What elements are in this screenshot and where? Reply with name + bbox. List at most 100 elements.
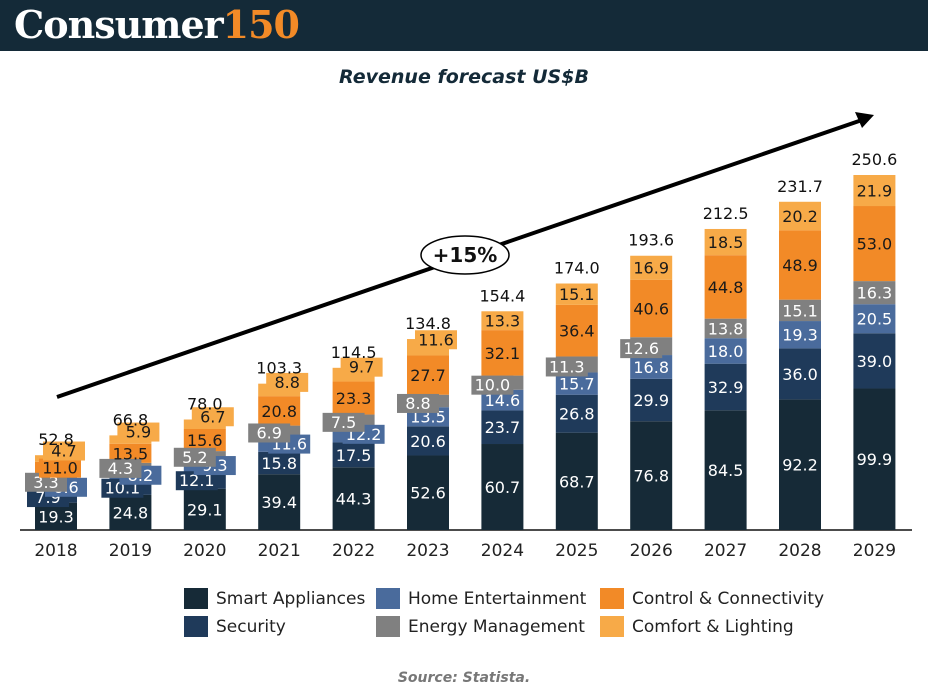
segment-value-label: 13.5 [113, 444, 149, 463]
label-background [191, 407, 234, 427]
bar-segment [258, 451, 301, 475]
segment-value-label: 99.9 [857, 450, 893, 469]
segment-value-label: 8.8 [405, 394, 430, 413]
bar-segment [853, 388, 896, 530]
bar-segment [407, 355, 449, 395]
bar-segment [35, 502, 77, 530]
segment-value-label: 44.8 [708, 278, 744, 297]
segment-value-label: 27.7 [410, 366, 446, 385]
segment-value-label: 7.5 [331, 413, 356, 432]
segment-value-label: 24.8 [113, 503, 149, 522]
label-background [39, 458, 81, 478]
legend-label: Control & Connectivity [632, 588, 825, 609]
segment-value-label: 13.8 [708, 319, 744, 338]
segment-value-label: 60.7 [485, 478, 521, 497]
segment-value-label: 23.7 [485, 418, 521, 437]
bar-segment [332, 381, 375, 415]
label-background [415, 330, 457, 350]
legend-swatch [376, 616, 400, 637]
x-tick-label: 2019 [109, 541, 152, 561]
bar-segment [481, 410, 524, 445]
legend-label: Energy Management [408, 616, 585, 637]
segment-value-label: 6.7 [200, 407, 225, 426]
total-value-label: 134.8 [405, 314, 451, 333]
bar-segment [704, 338, 747, 364]
segment-value-label: 39.0 [857, 352, 893, 371]
legend-swatch [184, 616, 208, 637]
x-tick-label: 2025 [555, 541, 598, 561]
label-background [322, 412, 365, 432]
segment-value-label: 26.8 [559, 405, 595, 424]
segment-value-label: 10.0 [475, 376, 511, 395]
segment-value-label: 5.9 [126, 423, 151, 442]
bar-segment [630, 279, 673, 338]
bar-segment [258, 396, 301, 426]
segment-value-label: 44.3 [336, 490, 372, 509]
total-value-label: 250.6 [851, 150, 897, 169]
bar-segment [704, 318, 747, 339]
x-tick-label: 2028 [778, 541, 821, 561]
bar-segment [630, 355, 673, 379]
source-note: Source: Statista. [397, 670, 531, 686]
x-tick-label: 2022 [332, 541, 375, 561]
segment-value-label: 15.1 [559, 285, 595, 304]
legend-label: Comfort & Lighting [632, 616, 794, 637]
bar-segment [109, 443, 152, 463]
legend-item: Comfort & Lighting [600, 616, 794, 637]
segment-value-label: 39.4 [261, 493, 297, 512]
label-background [175, 471, 218, 491]
bar-segment [853, 175, 896, 207]
segment-value-label: 6.9 [256, 423, 281, 442]
total-value-label: 193.6 [628, 231, 674, 250]
bar-segment [779, 201, 821, 231]
bar-segment [183, 488, 226, 530]
segment-value-label: 20.5 [857, 310, 893, 329]
segment-value-label: 15.6 [187, 431, 223, 450]
bar-segment [704, 363, 747, 411]
bar-segment [630, 255, 673, 280]
bar-segment [332, 442, 375, 468]
legend-item: Home Entertainment [376, 588, 586, 609]
legend-label: Smart Appliances [216, 588, 366, 609]
x-tick-label: 2021 [258, 541, 301, 561]
bar-segment [704, 228, 747, 256]
label-background [620, 339, 663, 359]
segment-value-label: 40.6 [633, 299, 669, 318]
bar-segment [109, 494, 152, 530]
bar-segment [407, 455, 449, 530]
bar-segment [332, 467, 375, 530]
segment-value-label: 53.0 [857, 235, 893, 254]
bar-segment [630, 421, 673, 530]
bar-segment [258, 474, 301, 530]
legend-swatch [600, 616, 624, 637]
bar-segment [853, 206, 896, 282]
segment-value-label: 14.6 [485, 391, 521, 410]
segment-value-label: 21.9 [857, 182, 893, 201]
total-value-label: 231.7 [777, 177, 823, 196]
segment-value-label: 11.6 [418, 330, 454, 349]
label-background [397, 393, 439, 413]
header-bar: Consumer150 [0, 0, 928, 51]
segment-value-label: 32.1 [485, 344, 521, 363]
legend-item: Energy Management [376, 616, 585, 637]
legend-label: Home Entertainment [408, 588, 587, 609]
segment-value-label: 20.6 [410, 432, 446, 451]
bar-segment [555, 372, 598, 395]
segment-value-label: 52.6 [410, 484, 446, 503]
label-background [43, 441, 85, 461]
bar-segment [853, 304, 896, 334]
segment-value-label: 11.0 [42, 459, 78, 478]
segment-value-label: 68.7 [559, 472, 595, 491]
bar-segment [779, 230, 821, 300]
bar-segment [481, 389, 524, 411]
segment-value-label: 16.8 [633, 358, 669, 377]
segment-value-label: 15.8 [261, 454, 297, 473]
segment-value-label: 36.0 [782, 365, 818, 384]
logo-text: Consumer [14, 2, 224, 47]
x-tick-label: 2018 [34, 541, 77, 561]
bar-segment [853, 333, 896, 389]
bar-segment [555, 394, 598, 433]
x-tick-label: 2026 [630, 541, 673, 561]
x-tick-label: 2020 [183, 541, 226, 561]
